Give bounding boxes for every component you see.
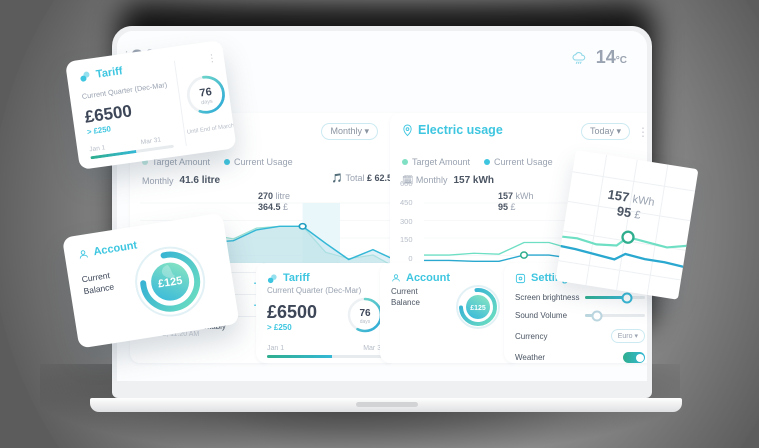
svg-text:days: days [360, 319, 371, 325]
svg-text:76: 76 [359, 308, 371, 319]
svg-text:76: 76 [199, 86, 213, 100]
svg-text:£125: £125 [470, 305, 486, 312]
svg-text:days: days [201, 99, 214, 107]
